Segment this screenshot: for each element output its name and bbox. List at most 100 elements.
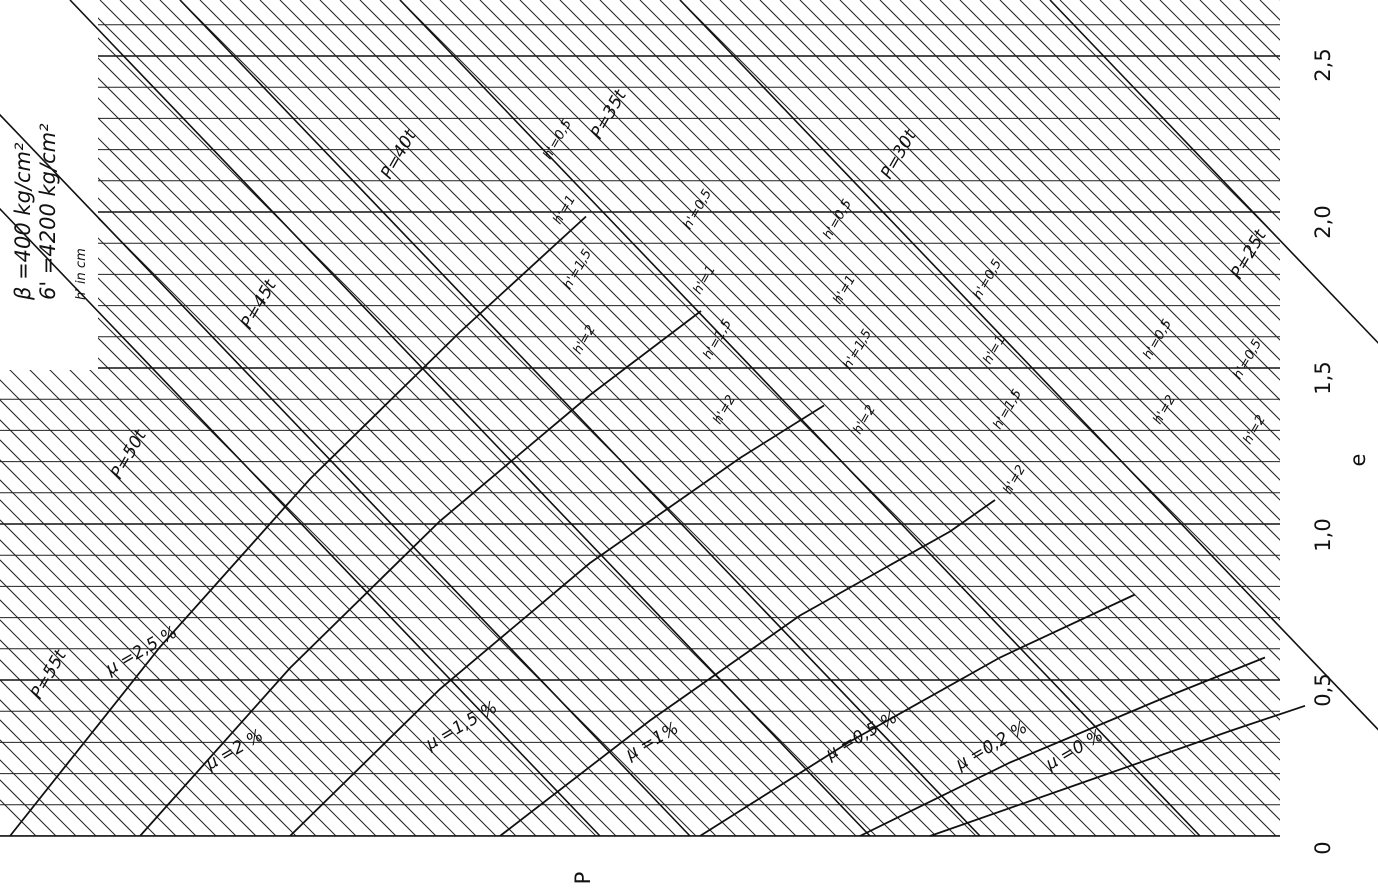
series-label: μ =0 % (1042, 726, 1107, 775)
series-label: μ =2 % (202, 726, 267, 775)
x-tick-label: 0,5 (1311, 673, 1335, 706)
load-line (0, 113, 691, 837)
h-label: h'=1,5 (700, 317, 735, 362)
series-label: μ =0,5 % (822, 707, 901, 764)
grid-line-diagonal (0, 319, 517, 837)
grid-line-diagonal (279, 0, 1117, 837)
series-line (9, 215, 587, 837)
grid-line-diagonal (0, 219, 617, 837)
grid-line-diagonal (699, 0, 1378, 679)
grid-line-diagonal (0, 599, 237, 837)
grid-line-diagonal (0, 659, 177, 837)
x-axis-label: e (1346, 454, 1370, 467)
x-tick-label: 2,0 (1311, 205, 1335, 238)
mask-top-left (0, 0, 98, 370)
series-label: μ =1,5 % (422, 697, 501, 754)
grid-line-diagonal (0, 0, 837, 837)
series-label: μ =0,2 % (952, 717, 1031, 774)
grid-line-diagonal (339, 0, 1177, 837)
x-tick-label: 1,5 (1311, 361, 1335, 394)
load-lines (0, 0, 1378, 837)
grid-line-diagonal (859, 0, 1378, 519)
grid-line-diagonal (399, 0, 1237, 837)
grid-line-diagonal (979, 0, 1378, 399)
series-curves (9, 215, 1306, 837)
grid-line-diagonal (739, 0, 1378, 639)
grid-line-diagonal (1039, 0, 1378, 339)
grid-line-diagonal (179, 0, 1017, 837)
h-label: h'=0,5 (1140, 317, 1175, 362)
grid-line-diagonal (0, 159, 677, 837)
h-label: h'=2 (1240, 413, 1268, 447)
grid-line-diagonal (0, 579, 257, 837)
load-line (679, 0, 1378, 731)
grid-line-diagonal (0, 499, 337, 837)
h-label: h'=2 (1150, 393, 1178, 427)
grid-line-diagonal (0, 639, 197, 837)
grid-line-diagonal (99, 0, 937, 837)
series-line (699, 593, 1136, 837)
series-label: μ =1% (622, 718, 683, 765)
grid-line-diagonal (19, 0, 857, 837)
y-axis-label: P (571, 872, 595, 885)
h-label: h'=2 (1000, 463, 1028, 497)
grid-line-diagonal (0, 459, 377, 837)
x-tick-label: 2,5 (1311, 48, 1335, 81)
grid-line-diagonal (59, 0, 897, 837)
series-line (499, 499, 996, 837)
h-label: h'=1 (980, 333, 1008, 367)
grid-line-diagonal (119, 0, 957, 837)
grid-line-diagonal (0, 279, 557, 837)
grid-line-diagonal (779, 0, 1378, 599)
x-tick-label: 1,0 (1311, 518, 1335, 551)
grid-line-diagonal (0, 479, 357, 837)
grid-line-diagonal (259, 0, 1097, 837)
grid-line-diagonal (799, 0, 1378, 579)
h-label: h'=0,5 (820, 197, 855, 242)
grid-line-diagonal (0, 439, 397, 837)
grid-line-diagonal (0, 239, 597, 837)
series-line (139, 310, 702, 837)
series-line (289, 404, 825, 837)
grid-line-diagonal (79, 0, 917, 837)
grid-line-diagonal (479, 0, 1317, 837)
grid-line-diagonal (319, 0, 1157, 837)
grid-line-diagonal (0, 59, 777, 837)
load-line (399, 0, 1201, 837)
grid-line-diagonal (199, 0, 1037, 837)
grid-line-diagonal (759, 0, 1378, 619)
h-label: h'=1 (690, 263, 718, 297)
grid-line-diagonal (0, 199, 637, 837)
header-text: β =400 kg/cm² (11, 142, 35, 301)
h-label: h'=2 (570, 323, 598, 357)
grid-line-diagonal (439, 0, 1277, 837)
grid-line-diagonal (0, 399, 437, 837)
grid-line-diagonal (0, 619, 217, 837)
grid-line-diagonal (719, 0, 1378, 659)
x-tick-label: 0 (1311, 841, 1335, 854)
grid-line-diagonal (579, 0, 1378, 799)
h-label: h'=2 (710, 393, 738, 427)
grid-line-diagonal (839, 0, 1378, 539)
grid-line-diagonal (999, 0, 1378, 379)
h-label: h'=1,5 (990, 387, 1025, 432)
grid-line-diagonal (0, 379, 457, 837)
load-line (179, 0, 981, 837)
mask-right (1280, 0, 1378, 836)
h-label: h'=0,5 (540, 117, 575, 162)
h-label: h'=1 (550, 193, 578, 227)
grid-line-diagonal (299, 0, 1137, 837)
grid-line-diagonal (539, 0, 1377, 837)
grid-line-diagonal (0, 359, 477, 837)
grid-line-diagonal (1099, 0, 1378, 279)
grid-line-diagonal (159, 0, 997, 837)
grid-line-diagonal (819, 0, 1378, 559)
grid-line-diagonal (1139, 0, 1378, 239)
grid-line-diagonal (519, 0, 1357, 837)
grid-line-diagonal (0, 179, 657, 837)
grid-line-diagonal (0, 419, 417, 837)
series-line (859, 656, 1266, 837)
grid-line-diagonal (0, 299, 537, 837)
